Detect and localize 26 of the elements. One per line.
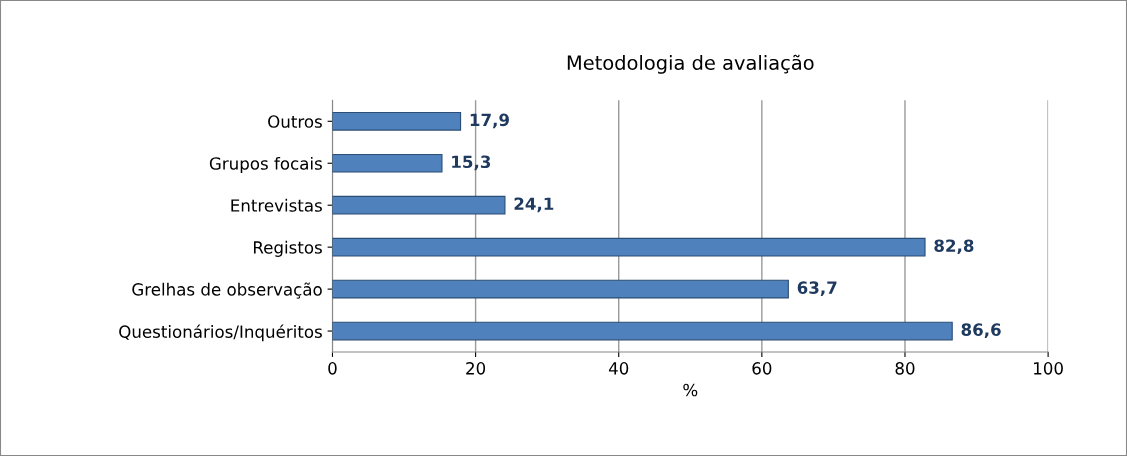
x-tick-label: 80 <box>895 362 915 375</box>
bar <box>332 153 443 173</box>
x-tick-label: 0 <box>328 362 337 375</box>
y-tick-label: Questionários/Inquéritos <box>119 324 322 342</box>
bar <box>332 237 926 257</box>
x-tick-label: 20 <box>466 362 486 375</box>
bar <box>332 195 506 215</box>
x-axis-title: % <box>683 383 698 397</box>
y-tick-label: Registos <box>253 240 322 257</box>
chart-title: Metodologia de avaliação <box>567 54 814 74</box>
bar <box>332 111 462 131</box>
bar <box>332 279 789 299</box>
y-tick-label: Grelhas de observação <box>132 282 322 299</box>
data-label: 17,9 <box>470 113 509 129</box>
data-label: 63,7 <box>797 281 837 297</box>
x-tick-label: 60 <box>752 362 772 375</box>
data-label: 15,3 <box>452 155 491 171</box>
y-tick-label: Entrevistas <box>231 198 322 212</box>
x-tick-label: 40 <box>608 362 629 375</box>
data-label: 82,8 <box>934 239 974 255</box>
data-label: 24,1 <box>514 197 554 213</box>
y-tick-label: Outros <box>268 115 322 128</box>
y-tick-label: Grupos focais <box>209 156 322 174</box>
x-tick-label: 100 <box>1034 362 1063 375</box>
data-label: 86,6 <box>961 323 1001 339</box>
bar <box>332 321 953 341</box>
